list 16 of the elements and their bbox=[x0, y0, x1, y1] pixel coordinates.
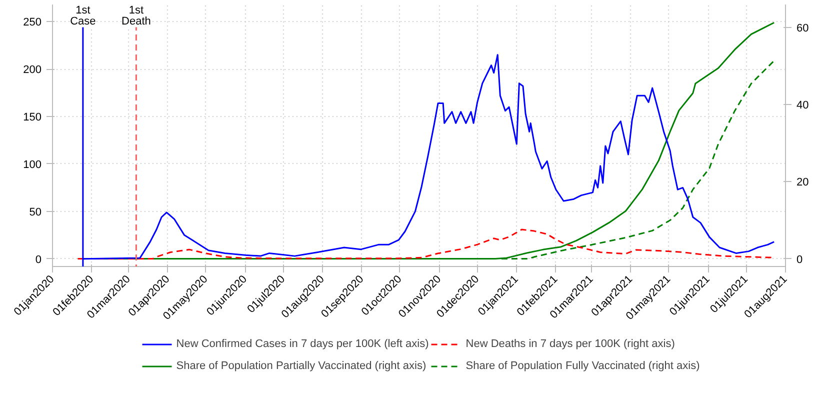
y-tick-label: 50 bbox=[29, 206, 42, 218]
y-tick-label: 100 bbox=[23, 158, 42, 171]
y2-tick-label: 40 bbox=[796, 100, 809, 112]
y2-tick-label: 0 bbox=[796, 254, 803, 266]
ref-line-label: 1st Death bbox=[122, 4, 151, 28]
y2-tick-label: 20 bbox=[796, 176, 809, 189]
legend-label: Share of Population Fully Vaccinated (right axis) bbox=[466, 360, 700, 372]
y2-tick-label: 60 bbox=[796, 22, 809, 35]
legend-label: New Deaths in 7 days per 100K (right axis) bbox=[466, 338, 675, 350]
y-tick-label: 200 bbox=[23, 64, 42, 76]
legend-label: Share of Population Partially Vaccinated (right axis) bbox=[176, 360, 426, 372]
y-tick-label: 0 bbox=[35, 254, 42, 266]
y-tick-label: 150 bbox=[23, 112, 42, 124]
legend-label: New Confirmed Cases in 7 days per 100K (left axis) bbox=[176, 338, 429, 350]
y-tick-label: 250 bbox=[23, 16, 42, 29]
ref-line-label: 1st Case bbox=[70, 4, 96, 28]
